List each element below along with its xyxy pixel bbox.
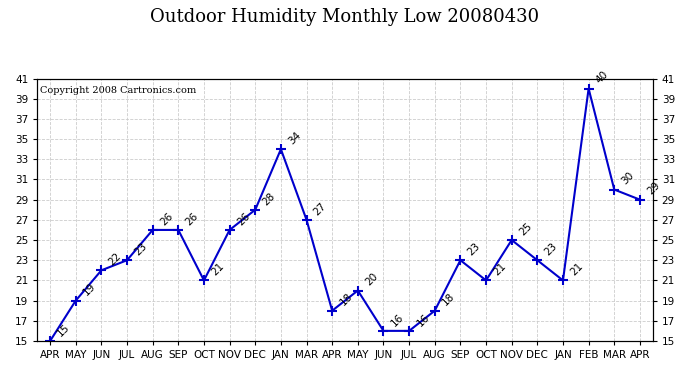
Text: 19: 19: [81, 281, 98, 298]
Text: 23: 23: [132, 241, 149, 258]
Text: 16: 16: [415, 312, 431, 328]
Text: 28: 28: [261, 190, 277, 207]
Text: 21: 21: [569, 261, 585, 278]
Text: 21: 21: [210, 261, 226, 278]
Text: 26: 26: [158, 211, 175, 227]
Text: 25: 25: [518, 221, 533, 237]
Text: 26: 26: [235, 211, 252, 227]
Text: 18: 18: [440, 291, 457, 308]
Text: 29: 29: [645, 180, 662, 197]
Text: 40: 40: [594, 69, 611, 86]
Text: 22: 22: [107, 251, 124, 267]
Text: 23: 23: [466, 241, 482, 258]
Text: 23: 23: [543, 241, 560, 258]
Text: 26: 26: [184, 211, 200, 227]
Text: Copyright 2008 Cartronics.com: Copyright 2008 Cartronics.com: [40, 86, 197, 95]
Text: 30: 30: [620, 170, 636, 187]
Text: 20: 20: [364, 272, 380, 288]
Text: 27: 27: [312, 201, 328, 217]
Text: 16: 16: [389, 312, 406, 328]
Text: 21: 21: [491, 261, 508, 278]
Text: 34: 34: [286, 130, 303, 146]
Text: 18: 18: [337, 291, 354, 308]
Text: 15: 15: [56, 322, 72, 338]
Text: Outdoor Humidity Monthly Low 20080430: Outdoor Humidity Monthly Low 20080430: [150, 8, 540, 26]
